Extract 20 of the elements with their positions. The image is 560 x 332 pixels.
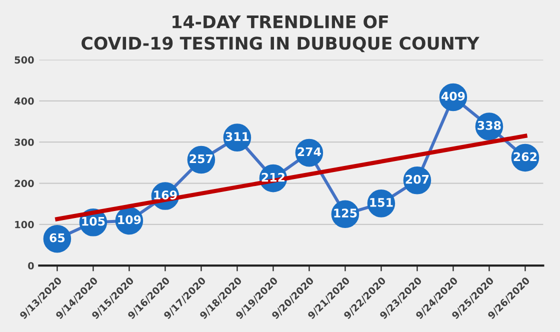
data-label: 311	[226, 132, 249, 141]
chart-title: 14-DAY TRENDLINE OF COVID-19 TESTING IN DUBUQUE COUNTY	[82, 15, 480, 52]
data-label: 65	[50, 233, 65, 242]
data-label: 109	[118, 215, 141, 224]
y-tick-label: 100	[15, 220, 34, 228]
data-label: 338	[478, 120, 501, 130]
data-label: 169	[154, 190, 177, 200]
data-label: 151	[370, 198, 393, 207]
y-tick-label: 200	[14, 180, 34, 188]
data-label: 257	[190, 154, 213, 164]
data-label: 125	[334, 208, 357, 218]
y-tick-label: 400	[14, 97, 34, 105]
data-label: 274	[298, 147, 321, 156]
data-label: 105	[82, 216, 105, 226]
data-label: 409	[441, 92, 465, 101]
data-label: 262	[514, 152, 536, 162]
data-label: 207	[406, 174, 429, 184]
y-tick-label: 500	[14, 56, 34, 64]
y-tick-label: 300	[14, 138, 34, 146]
y-tick-label: 0	[28, 262, 34, 270]
